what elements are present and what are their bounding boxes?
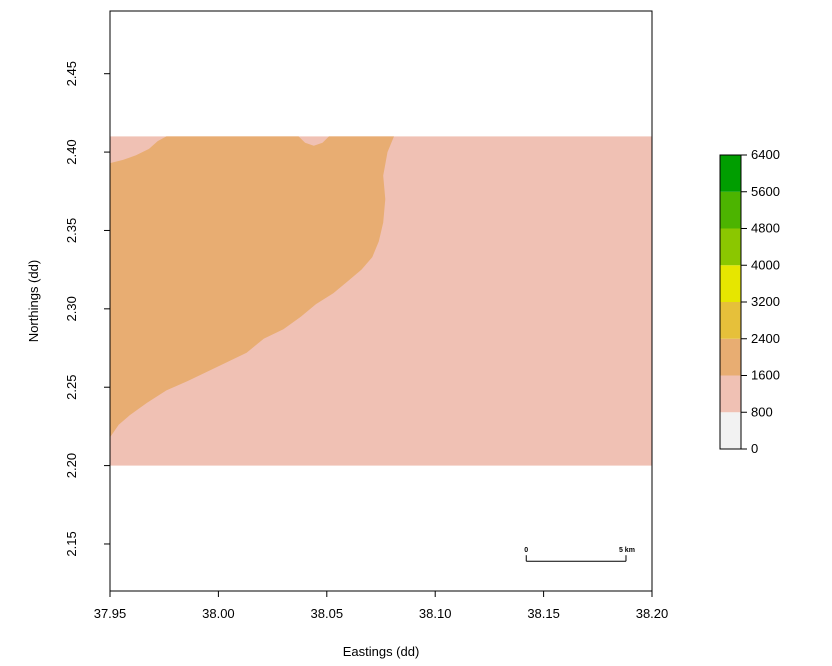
y-tick-label: 2.25 — [64, 375, 79, 400]
raster-region-class — [110, 136, 394, 438]
x-tick-label: 38.05 — [311, 606, 344, 621]
legend-swatch — [720, 338, 741, 376]
x-tick-label: 38.20 — [636, 606, 669, 621]
y-tick-label: 2.40 — [64, 139, 79, 164]
legend-label: 800 — [751, 404, 773, 419]
legend-label: 5600 — [751, 184, 780, 199]
legend-swatch — [720, 302, 741, 339]
legend-swatch — [720, 191, 741, 229]
legend-swatch — [720, 412, 741, 449]
y-axis-title: Northings (dd) — [26, 260, 41, 342]
legend-label: 4000 — [751, 257, 780, 272]
legend-label: 1600 — [751, 368, 780, 383]
legend-swatch — [720, 228, 741, 266]
legend-swatch — [720, 265, 741, 302]
legend-label: 2400 — [751, 331, 780, 346]
x-tick-label: 38.10 — [419, 606, 452, 621]
x-axis: 37.95 38.00 38.05 38.10 38.15 38.20 — [94, 591, 669, 621]
y-tick-label: 2.20 — [64, 453, 79, 478]
x-tick-label: 37.95 — [94, 606, 127, 621]
scale-bar-end-label: 5 km — [619, 547, 635, 554]
legend: 0 800 1600 2400 3200 4000 4800 5600 6400 — [719, 147, 780, 456]
y-tick-label: 2.45 — [64, 61, 79, 86]
x-tick-label: 38.15 — [527, 606, 560, 621]
y-tick-label: 2.30 — [64, 296, 79, 321]
scale-bar: 0 5 km — [524, 547, 635, 562]
legend-swatch — [720, 375, 741, 413]
legend-label: 0 — [751, 441, 758, 456]
raster-layer — [110, 136, 652, 466]
scale-bar-start-label: 0 — [524, 547, 528, 554]
y-tick-label: 2.15 — [64, 531, 79, 556]
x-tick-label: 38.00 — [202, 606, 235, 621]
legend-swatch — [720, 155, 741, 192]
y-axis: 2.15 2.20 2.25 2.30 2.35 2.40 2.45 — [64, 61, 110, 557]
x-axis-title: Eastings (dd) — [343, 644, 420, 659]
plot-frame — [109, 10, 653, 592]
legend-label: 6400 — [751, 147, 780, 162]
legend-label: 3200 — [751, 294, 780, 309]
y-tick-label: 2.35 — [64, 218, 79, 243]
legend-label: 4800 — [751, 221, 780, 236]
